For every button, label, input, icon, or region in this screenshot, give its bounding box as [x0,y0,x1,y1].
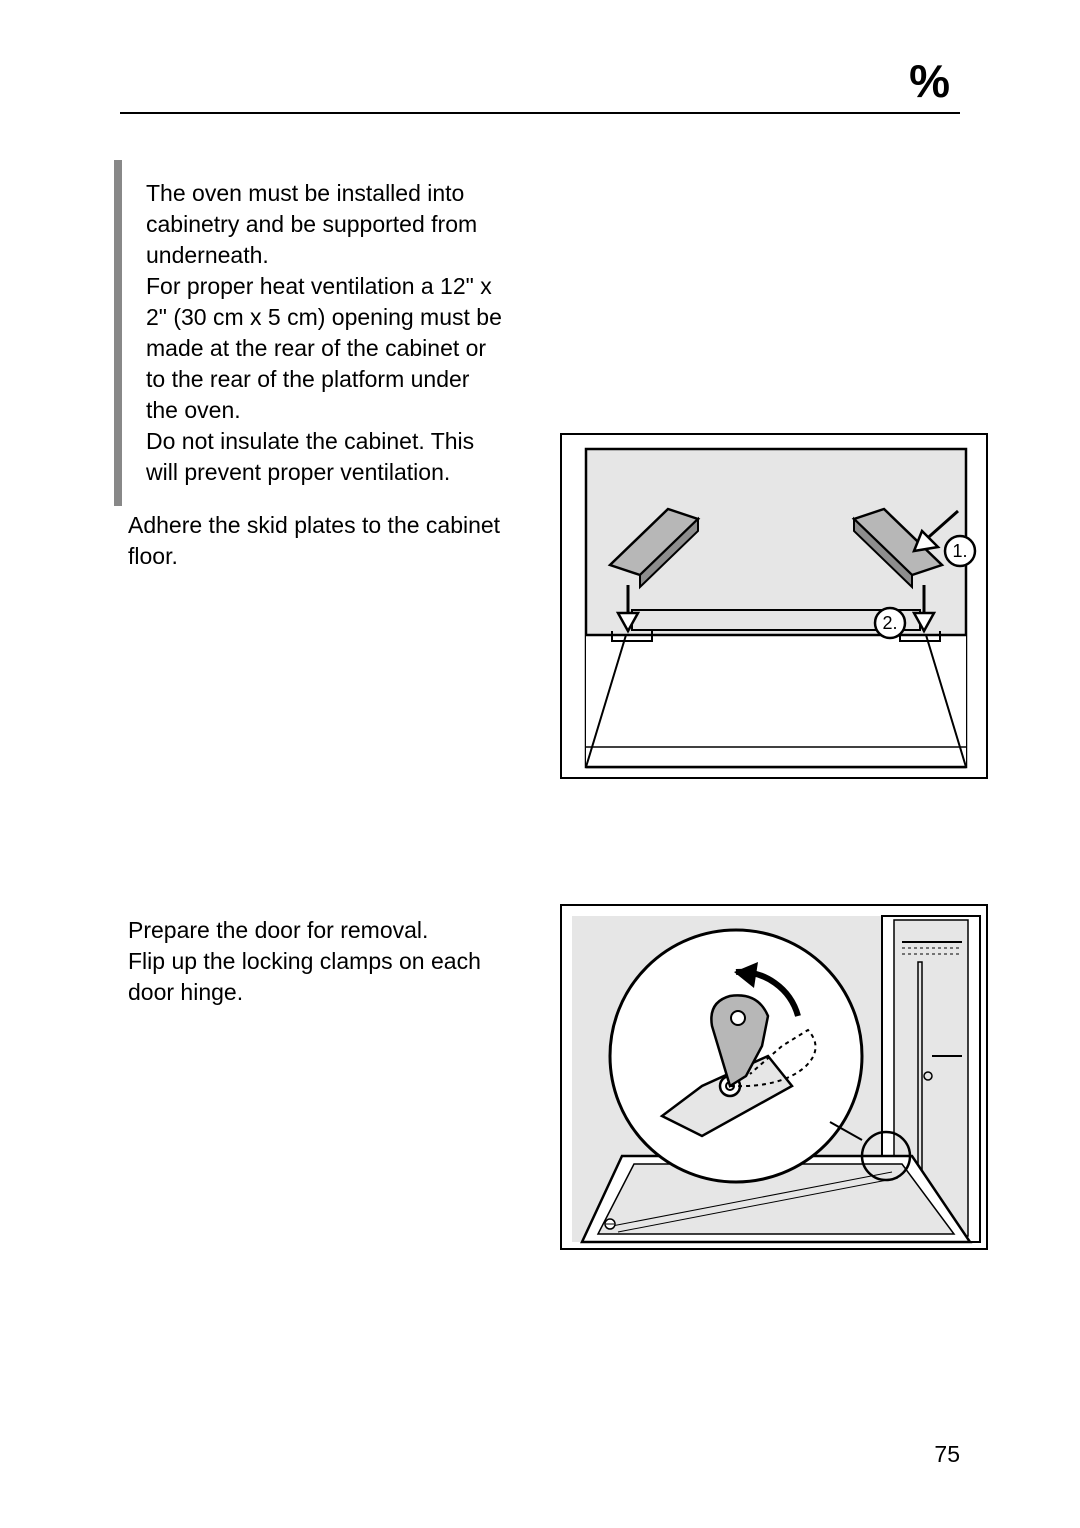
figure-door-hinge [560,904,988,1250]
callout-1-label: 1. [952,541,967,561]
figure-cabinet-skid-plates: 1. 2. [560,433,988,779]
skid-plates-text: Adhere the skid plates to the cabinet fl… [128,510,528,572]
page-number: 75 [934,1441,960,1468]
info-para-3: Do not insulate the cabinet. This will p… [146,426,504,488]
info-para-2: For proper heat ventilation a 12" x 2" (… [146,271,504,426]
door-line-1: Prepare the door for removal. [128,915,528,946]
header-symbol: % [909,54,950,108]
door-removal-text: Prepare the door for removal. Flip up th… [128,915,528,1008]
callout-2-label: 2. [882,613,897,633]
installation-info-box: The oven must be installed into cabinetr… [114,160,524,506]
info-para-1: The oven must be installed into cabinetr… [146,178,504,271]
header-rule [120,112,960,114]
door-line-2: Flip up the locking clamps on each door … [128,946,528,1008]
